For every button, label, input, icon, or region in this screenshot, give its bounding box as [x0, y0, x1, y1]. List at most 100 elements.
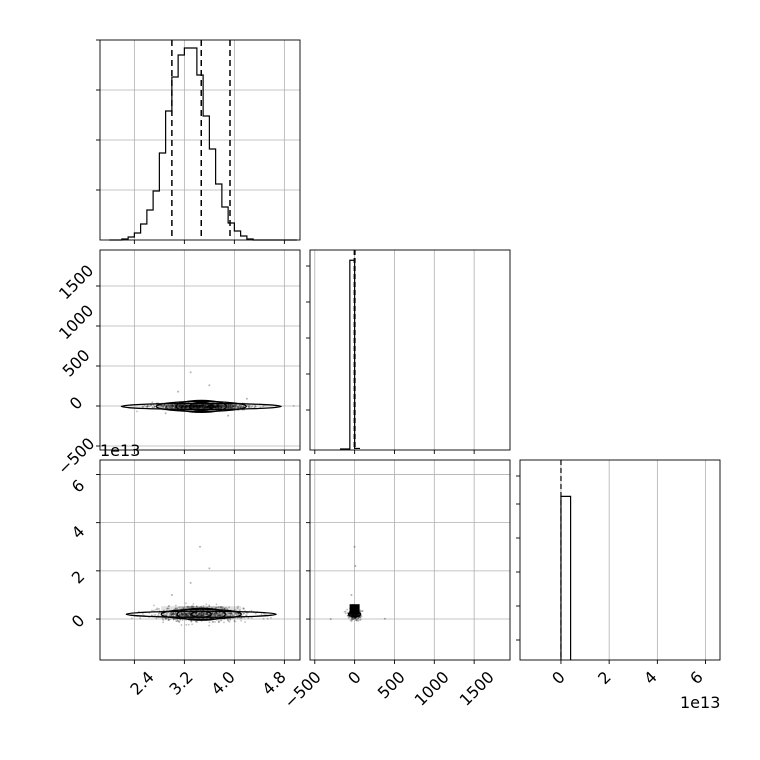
sample-point — [194, 404, 197, 407]
sample-point — [197, 614, 200, 617]
density-contour — [190, 610, 212, 618]
sample-point — [198, 405, 201, 408]
sample-point — [194, 612, 197, 615]
sample-point — [201, 404, 203, 406]
sample-point — [350, 618, 353, 621]
sample-point — [223, 404, 226, 407]
sample-point — [192, 404, 195, 407]
sample-point — [184, 407, 186, 409]
sample-point — [199, 406, 201, 409]
sample-point — [254, 405, 257, 408]
sample-point — [201, 403, 204, 406]
sample-point — [232, 405, 235, 408]
sample-point — [171, 404, 174, 407]
sample-point — [161, 617, 164, 620]
sample-point — [214, 405, 216, 408]
sample-point — [190, 405, 193, 408]
sample-point — [202, 403, 204, 406]
sample-point — [195, 406, 198, 408]
sample-point — [209, 406, 212, 409]
sample-point — [221, 405, 223, 408]
sample-point — [213, 406, 216, 409]
sample-point — [196, 614, 199, 617]
sample-point — [170, 406, 173, 409]
sample-point — [178, 405, 180, 408]
sample-point — [186, 605, 189, 608]
sample-point — [192, 406, 195, 409]
sample-point — [219, 404, 222, 406]
sample-point — [185, 614, 188, 616]
density-cell — [161, 606, 242, 619]
sample-point — [172, 405, 175, 407]
sample-point — [170, 405, 173, 408]
sample-point — [232, 614, 234, 616]
sample-point — [176, 405, 179, 408]
sample-point — [207, 406, 209, 409]
sample-point — [220, 619, 223, 622]
sample-point — [189, 371, 192, 374]
sample-point — [184, 404, 187, 407]
density-contour — [160, 608, 242, 620]
sample-point — [243, 607, 245, 610]
sample-point — [186, 611, 189, 614]
sample-point — [207, 404, 210, 407]
sample-point — [172, 613, 175, 616]
sample-point — [383, 617, 386, 620]
sample-point — [195, 405, 197, 407]
sample-point — [172, 613, 175, 616]
sample-point — [172, 406, 174, 409]
sample-point — [350, 617, 353, 619]
sample-point — [199, 405, 201, 408]
sample-point — [229, 612, 232, 615]
sample-point — [248, 406, 251, 409]
sample-point — [157, 613, 160, 615]
sample-point — [185, 614, 188, 617]
sample-point — [237, 406, 240, 409]
panel-background — [310, 250, 510, 450]
sample-point — [221, 405, 224, 408]
sample-point — [208, 406, 210, 409]
sample-point — [216, 405, 219, 408]
sample-point — [203, 405, 206, 408]
sample-point — [223, 621, 225, 624]
sample-point — [171, 612, 174, 615]
sample-point — [214, 406, 217, 409]
sample-point — [210, 405, 212, 407]
x2-x-tick-label: 2 — [594, 667, 615, 688]
sample-point — [163, 404, 166, 407]
density-contour — [347, 611, 362, 618]
sample-point — [193, 403, 195, 406]
sample-point — [190, 406, 193, 409]
sample-point — [196, 406, 198, 408]
sample-point — [136, 410, 138, 413]
sample-point — [202, 403, 205, 406]
sample-point — [186, 405, 189, 408]
sample-point — [180, 407, 182, 409]
sample-point — [183, 612, 185, 615]
sample-point — [196, 614, 199, 617]
sample-point — [178, 613, 181, 616]
sample-point — [205, 612, 208, 615]
sample-point — [186, 405, 189, 407]
sample-point — [357, 617, 360, 620]
sample-point — [185, 613, 188, 616]
sample-point — [219, 404, 222, 407]
sample-point — [208, 406, 211, 409]
sample-point — [201, 404, 204, 407]
sample-point — [182, 614, 185, 617]
sample-point — [154, 613, 157, 616]
sample-point — [160, 405, 163, 408]
sample-point — [213, 406, 216, 409]
sample-point — [232, 405, 235, 408]
sample-point — [195, 605, 198, 608]
sample-point — [216, 404, 218, 406]
sample-point — [354, 565, 357, 568]
sample-point — [208, 405, 211, 408]
sample-point — [205, 406, 207, 408]
sample-point — [205, 406, 208, 409]
sample-point — [167, 619, 170, 622]
density-cell — [161, 402, 242, 411]
sample-point — [230, 406, 232, 409]
sample-point — [215, 611, 218, 614]
panel-x1-vs-x0 — [96, 249, 301, 454]
